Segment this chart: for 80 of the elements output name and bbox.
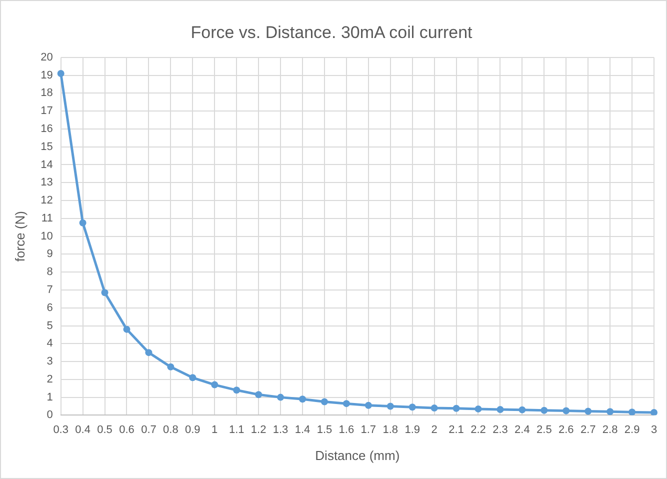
point	[452, 404, 460, 412]
point	[364, 402, 372, 409]
y-tick-label: 13	[40, 176, 53, 189]
chart-title: Force vs. Distance. 30mA coil current	[190, 22, 473, 42]
y-tick-label: 0	[46, 409, 53, 422]
y-tick-label: 18	[40, 87, 53, 100]
point	[57, 70, 64, 77]
point	[474, 405, 482, 412]
x-tick-label: 2.8	[602, 424, 618, 436]
point	[342, 400, 350, 408]
x-tick-label: 1.9	[404, 424, 420, 436]
x-tick-label: 1.2	[250, 424, 266, 436]
y-tick-label: 8	[46, 266, 53, 278]
y-tick-label: 16	[40, 122, 53, 135]
x-tick-label: 2.1	[448, 424, 464, 436]
x-tick-label: 2.2	[470, 424, 486, 436]
point	[540, 406, 548, 414]
x-axis-title: Distance (mm)	[315, 448, 400, 463]
point	[628, 408, 636, 416]
point	[496, 406, 504, 413]
y-tick-label: 17	[40, 105, 53, 118]
y-tick-label: 15	[40, 140, 53, 153]
x-tick-label: 0.4	[75, 424, 90, 436]
point	[255, 391, 262, 398]
y-tick-label: 9	[46, 248, 53, 260]
x-tick-label: 0.8	[163, 424, 178, 436]
point	[79, 219, 86, 226]
y-tick-label: 14	[40, 158, 53, 171]
y-tick-label: 4	[46, 338, 53, 350]
y-tick-label: 10	[40, 230, 53, 242]
x-tick-label: 2.5	[536, 424, 552, 436]
point	[606, 408, 614, 416]
y-axis-title: force (N)	[12, 211, 28, 262]
x-tick-label: 1.6	[338, 424, 354, 436]
y-tick-label: 5	[46, 320, 53, 332]
point	[386, 402, 394, 410]
x-tick-label: 2.3	[492, 424, 508, 436]
point	[408, 404, 416, 411]
point	[123, 326, 130, 333]
x-tick-label: 1	[212, 424, 218, 436]
point	[189, 374, 196, 382]
x-tick-label: 1.7	[360, 424, 376, 436]
point	[584, 408, 592, 415]
x-tick-label: 1.1	[228, 424, 244, 436]
point	[320, 398, 328, 406]
point	[167, 363, 174, 370]
x-tick-label: 0.5	[97, 424, 112, 436]
x-tick-label: 0.9	[185, 424, 200, 436]
x-tick-label: 0.6	[119, 424, 134, 436]
y-tick-label: 7	[46, 284, 53, 296]
x-tick-label: 1.5	[316, 424, 332, 436]
point	[233, 386, 240, 394]
x-tick-label: 1.4	[294, 424, 310, 436]
x-tick-label: 2.6	[558, 424, 574, 436]
y-tick-label: 19	[40, 69, 53, 82]
point	[562, 407, 570, 414]
x-tick-label: 2.7	[580, 424, 596, 436]
x-tick-label: 0.7	[141, 424, 156, 436]
point	[518, 406, 526, 414]
x-tick-label: 1.3	[272, 424, 288, 436]
point	[298, 396, 306, 403]
point	[211, 381, 218, 388]
y-tick-label: 6	[46, 302, 53, 314]
y-tick-label: 20	[40, 51, 53, 64]
x-tick-label: 2.9	[624, 424, 640, 436]
y-tick-label: 1	[46, 391, 53, 404]
x-tick-label: 2	[431, 424, 438, 436]
y-tick-label: 11	[41, 212, 53, 224]
point	[277, 394, 284, 401]
x-tick-label: 2.4	[514, 424, 530, 436]
point	[430, 404, 438, 412]
x-tick-label: 0.3	[53, 424, 68, 436]
y-tick-label: 12	[40, 194, 53, 207]
x-tick-label: 1.8	[382, 424, 398, 436]
y-tick-label: 3	[46, 356, 53, 368]
point	[145, 349, 152, 356]
y-tick-label: 2	[46, 373, 53, 386]
point	[101, 289, 108, 296]
point	[650, 409, 658, 416]
x-tick-label: 3	[650, 424, 658, 436]
